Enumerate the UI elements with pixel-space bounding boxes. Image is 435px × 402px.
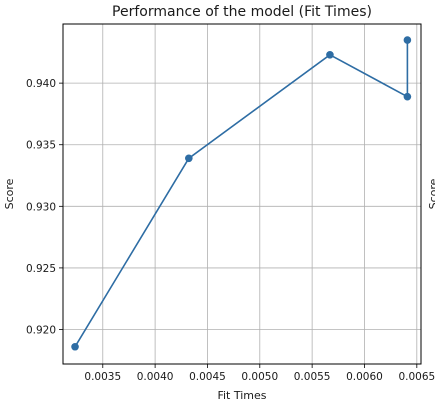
data-point (185, 154, 193, 163)
x-tick-label: 0.0040 (137, 371, 174, 383)
data-point (326, 50, 334, 59)
y-tick-label: 0.925 (26, 263, 56, 275)
x-tick-label: 0.0035 (84, 371, 121, 383)
series-group (71, 36, 412, 351)
y-axis: 0.920 0.925 0.930 0.935 0.940 (26, 78, 63, 337)
y-tick-label: 0.935 (26, 140, 56, 152)
y-axis-label: Score (3, 178, 16, 209)
y-tick-label: 0.920 (26, 325, 56, 337)
x-tick-label: 0.0055 (294, 371, 331, 383)
data-point (403, 92, 412, 101)
y-tick-label: 0.940 (26, 78, 56, 90)
x-axis: 0.0035 0.0040 0.0045 0.0050 0.0055 0.0060 0.00… (84, 364, 435, 383)
plot-frame (62, 23, 422, 365)
series-line (74, 40, 409, 348)
data-point (403, 36, 412, 44)
data-point (71, 342, 79, 351)
cut-off-axis-label: Score (427, 178, 435, 209)
x-tick-label: 0.0045 (189, 371, 226, 383)
x-tick-label: 0.0050 (241, 371, 278, 383)
grid-lines (63, 24, 421, 364)
x-axis-label: Fit Times (217, 389, 266, 402)
chart-title: Performance of the model (Fit Times) (112, 4, 372, 20)
y-tick-label: 0.930 (26, 201, 56, 213)
x-tick-label: 0.0060 (346, 371, 383, 383)
x-tick-label: 0.0065 (398, 371, 435, 383)
